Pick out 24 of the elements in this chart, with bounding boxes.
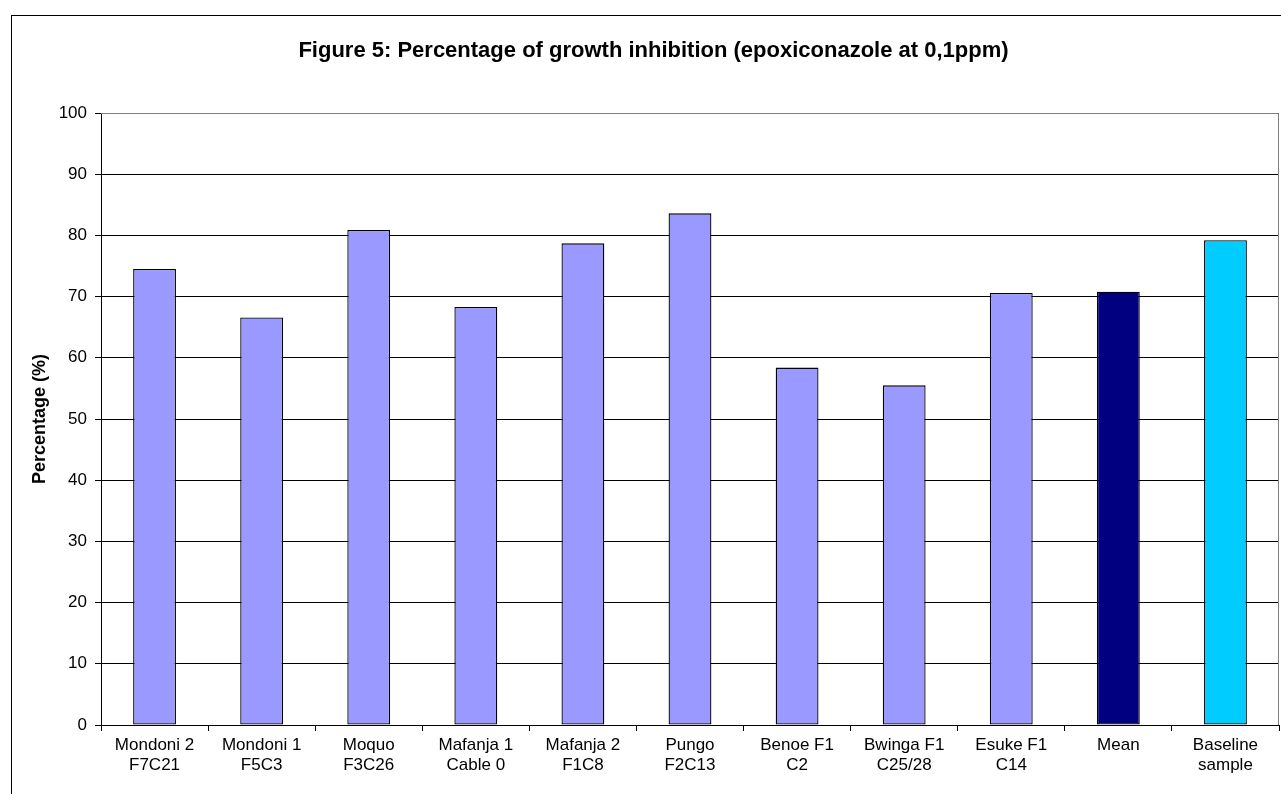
x-tick-label: Baseline sample <box>1192 734 1259 775</box>
x-tick-label: Mondoni 1 F5C3 <box>221 734 302 775</box>
y-tick-label: 30 <box>68 531 87 551</box>
y-axis-title: Percentage (%) <box>28 353 49 485</box>
y-tick-label: 100 <box>58 102 87 122</box>
y-tick-label: 70 <box>68 286 87 306</box>
y-tick-label: 80 <box>68 225 87 245</box>
x-tick-label: Benoe F1 C2 <box>760 734 834 775</box>
x-tick-label: Mondoni 2 F7C21 <box>114 734 195 775</box>
y-tick-label: 60 <box>68 347 87 367</box>
y-tick-label: 90 <box>68 163 87 183</box>
x-tick-label: Mafanja 1 Cable 0 <box>438 734 514 775</box>
x-tick-label: Pungo F2C13 <box>664 734 716 775</box>
x-tick-label: Bwinga F1 C25/28 <box>864 734 945 775</box>
x-tick-label: Mafanja 2 F1C8 <box>545 734 621 775</box>
y-tick-label: 50 <box>68 408 87 428</box>
y-tick-label: 20 <box>68 592 87 612</box>
y-tick-label: 10 <box>68 653 87 673</box>
x-tick-label: Mean <box>1097 734 1140 754</box>
x-tick-label: Moquo F3C26 <box>342 734 395 775</box>
y-tick-label: 40 <box>68 469 87 489</box>
y-tick-label: 0 <box>77 714 87 734</box>
x-tick-label: Esuke F1 C14 <box>975 734 1048 775</box>
chart-title: Figure 5: Percentage of growth inhibition (epoxiconazole at 0,1ppm) <box>298 37 1009 63</box>
